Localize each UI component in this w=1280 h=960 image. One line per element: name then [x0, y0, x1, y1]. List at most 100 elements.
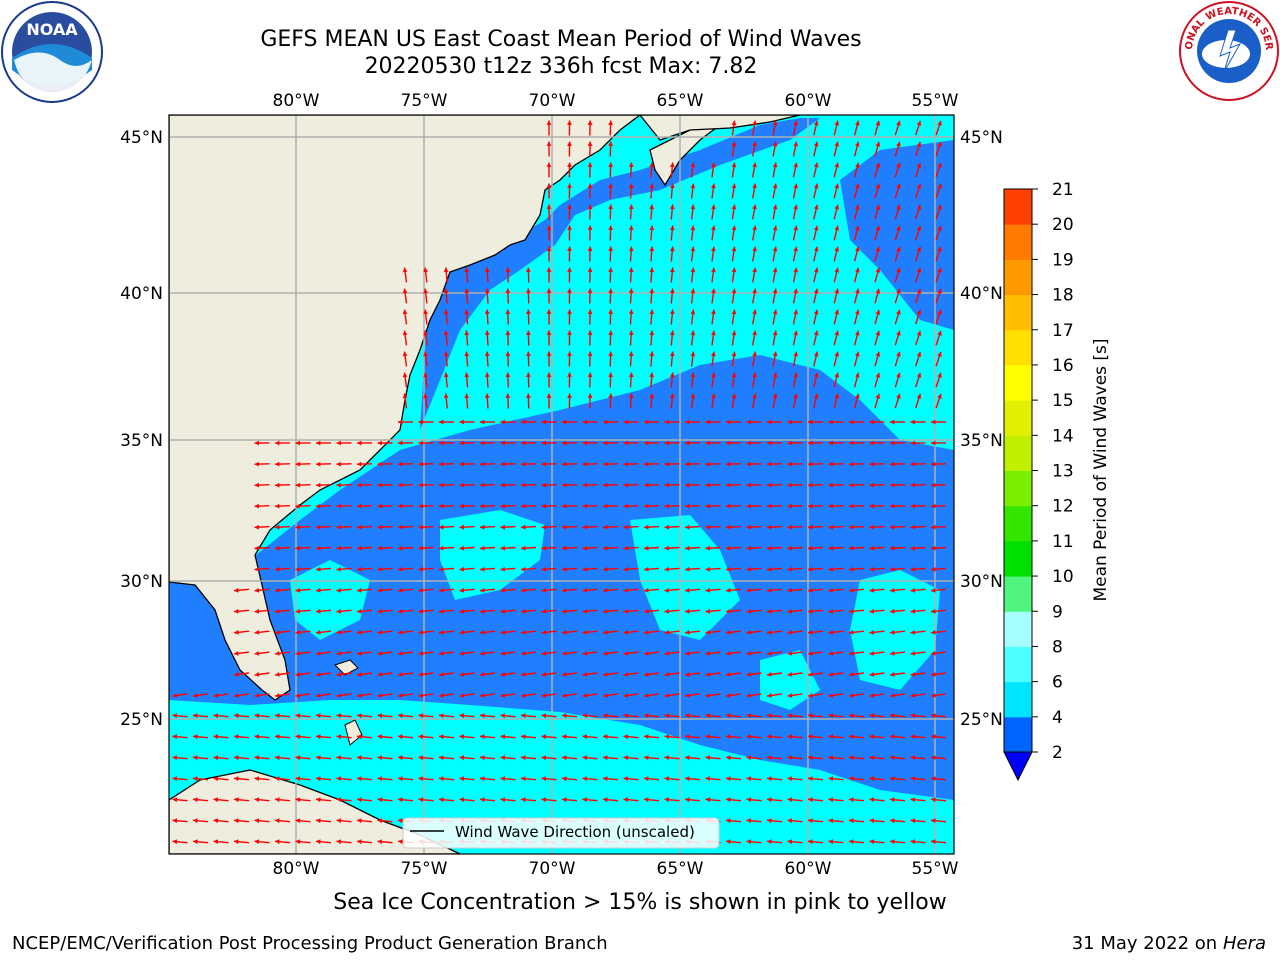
wave-arrow-head: [711, 372, 716, 378]
wave-arrow-head: [669, 267, 675, 273]
wave-arrow-head: [875, 309, 881, 315]
wave-arrow-head: [916, 225, 922, 231]
wave-arrow-head: [767, 545, 772, 551]
wave-arrow-head: [834, 393, 840, 399]
latitude-labels-left: 45°N 40°N 35°N 30°N 25°N: [120, 128, 163, 730]
wave-arrow-head: [664, 630, 670, 635]
wave-arrow-head: [808, 713, 813, 719]
wave-arrow-head: [439, 545, 444, 551]
wave-arrow-head: [890, 797, 895, 803]
wave-arrow-head: [193, 693, 198, 698]
wave-arrow-head: [746, 566, 752, 572]
wave-arrow-head: [505, 267, 511, 272]
wave-arrow-head: [808, 797, 813, 803]
wave-arrow-head: [567, 204, 572, 209]
wave-arrow-head: [521, 776, 526, 782]
wave-arrow-head: [234, 713, 239, 719]
colorbar-tick-label: 9: [1052, 602, 1063, 622]
wave-arrow-head: [418, 440, 423, 446]
wave-arrow-head: [439, 651, 444, 656]
wave-arrow-head: [582, 630, 588, 635]
wave-arrow-head: [480, 503, 485, 509]
wave-arrow-head: [316, 839, 321, 845]
wave-arrow-head: [623, 608, 629, 614]
wave-arrow-head: [746, 734, 752, 740]
wave-arrow-head: [787, 839, 793, 845]
wave-arrow-head: [336, 693, 342, 698]
wave-arrow-head: [316, 755, 321, 761]
noaa-text: NOAA: [26, 20, 78, 39]
wave-arrow-head: [459, 608, 465, 614]
wave-arrow-head: [726, 419, 731, 425]
wave-arrow-head: [813, 141, 819, 147]
wave-arrow-head: [746, 630, 752, 635]
wave-arrow-head: [669, 393, 675, 399]
wave-arrow-head: [398, 818, 403, 824]
wave-arrow-head: [896, 309, 901, 315]
wave-arrow-head: [316, 566, 321, 572]
wave-arrow-head: [916, 351, 922, 357]
wave-arrow-head: [275, 755, 280, 761]
wave-arrow-head: [295, 776, 301, 782]
wave-arrow-head: [480, 587, 485, 593]
wave-arrow-head: [767, 440, 772, 446]
wave-arrow-head: [623, 776, 629, 782]
wave-arrow-head: [484, 372, 490, 377]
wave-arrow-head: [582, 672, 588, 677]
wave-arrow-head: [398, 461, 403, 467]
wave-arrow-head: [869, 797, 875, 803]
wave-arrow-head: [505, 351, 511, 356]
wave-arrow-head: [377, 608, 383, 614]
wave-arrow-head: [275, 651, 280, 656]
wave-arrow-head: [669, 246, 675, 252]
wave-arrow-head: [772, 204, 778, 210]
wave-arrow-head: [664, 566, 670, 572]
date-text: 31 May 2022 on: [1071, 933, 1218, 954]
bahamas-land: [334, 659, 363, 746]
wave-arrow-head: [644, 693, 649, 698]
wave-arrow-head: [767, 524, 772, 530]
wave-arrow-head: [336, 734, 342, 740]
wave-arrow-head: [316, 776, 321, 782]
wave-arrow-head: [767, 630, 772, 635]
wave-arrow-head: [459, 440, 464, 446]
wave-arrow-head: [623, 672, 629, 677]
wave-arrow-head: [357, 630, 362, 635]
wave-arrow-head: [418, 755, 424, 761]
wave-arrow-head: [685, 503, 690, 509]
wave-arrow-head: [439, 461, 444, 467]
wave-arrow-head: [772, 330, 778, 336]
wave-arrow-head: [628, 372, 634, 377]
wave-arrow-head: [649, 309, 655, 315]
wave-arrow-head: [582, 608, 588, 614]
wave-arrow-head: [669, 183, 675, 189]
wave-arrow-head: [459, 693, 465, 698]
wave-arrow-head: [234, 797, 239, 803]
wave-arrow-head: [484, 393, 490, 398]
wave-arrow-head: [459, 587, 465, 593]
wave-arrow-head: [608, 120, 613, 125]
wave-arrow-head: [418, 608, 424, 614]
wave-arrow-head: [916, 372, 922, 378]
wave-arrow-head: [664, 440, 669, 446]
wave-arrow-head: [793, 141, 798, 147]
wave-arrow-head: [890, 461, 895, 467]
wave-arrow-head: [664, 755, 670, 761]
wave-arrow-head: [787, 818, 793, 824]
wave-arrow-head: [234, 818, 239, 824]
wave-arrow-head: [567, 246, 572, 251]
low-period-region-south: [169, 355, 954, 800]
wave-arrow-head: [275, 503, 280, 509]
wave-arrow-head: [834, 267, 840, 273]
wave-arrow-head: [628, 288, 634, 293]
wave-arrow-head: [336, 818, 342, 824]
wave-arrow-head: [316, 440, 321, 446]
wave-arrow-head: [752, 225, 757, 231]
wave-arrow-head: [480, 482, 485, 488]
wave-arrow-head: [459, 524, 464, 530]
wave-arrow-head: [418, 419, 423, 425]
wave-arrow-head: [787, 566, 793, 572]
wave-arrow-head: [937, 246, 942, 252]
wave-arrow-head: [890, 755, 895, 761]
wave-arrow-head: [931, 503, 936, 509]
